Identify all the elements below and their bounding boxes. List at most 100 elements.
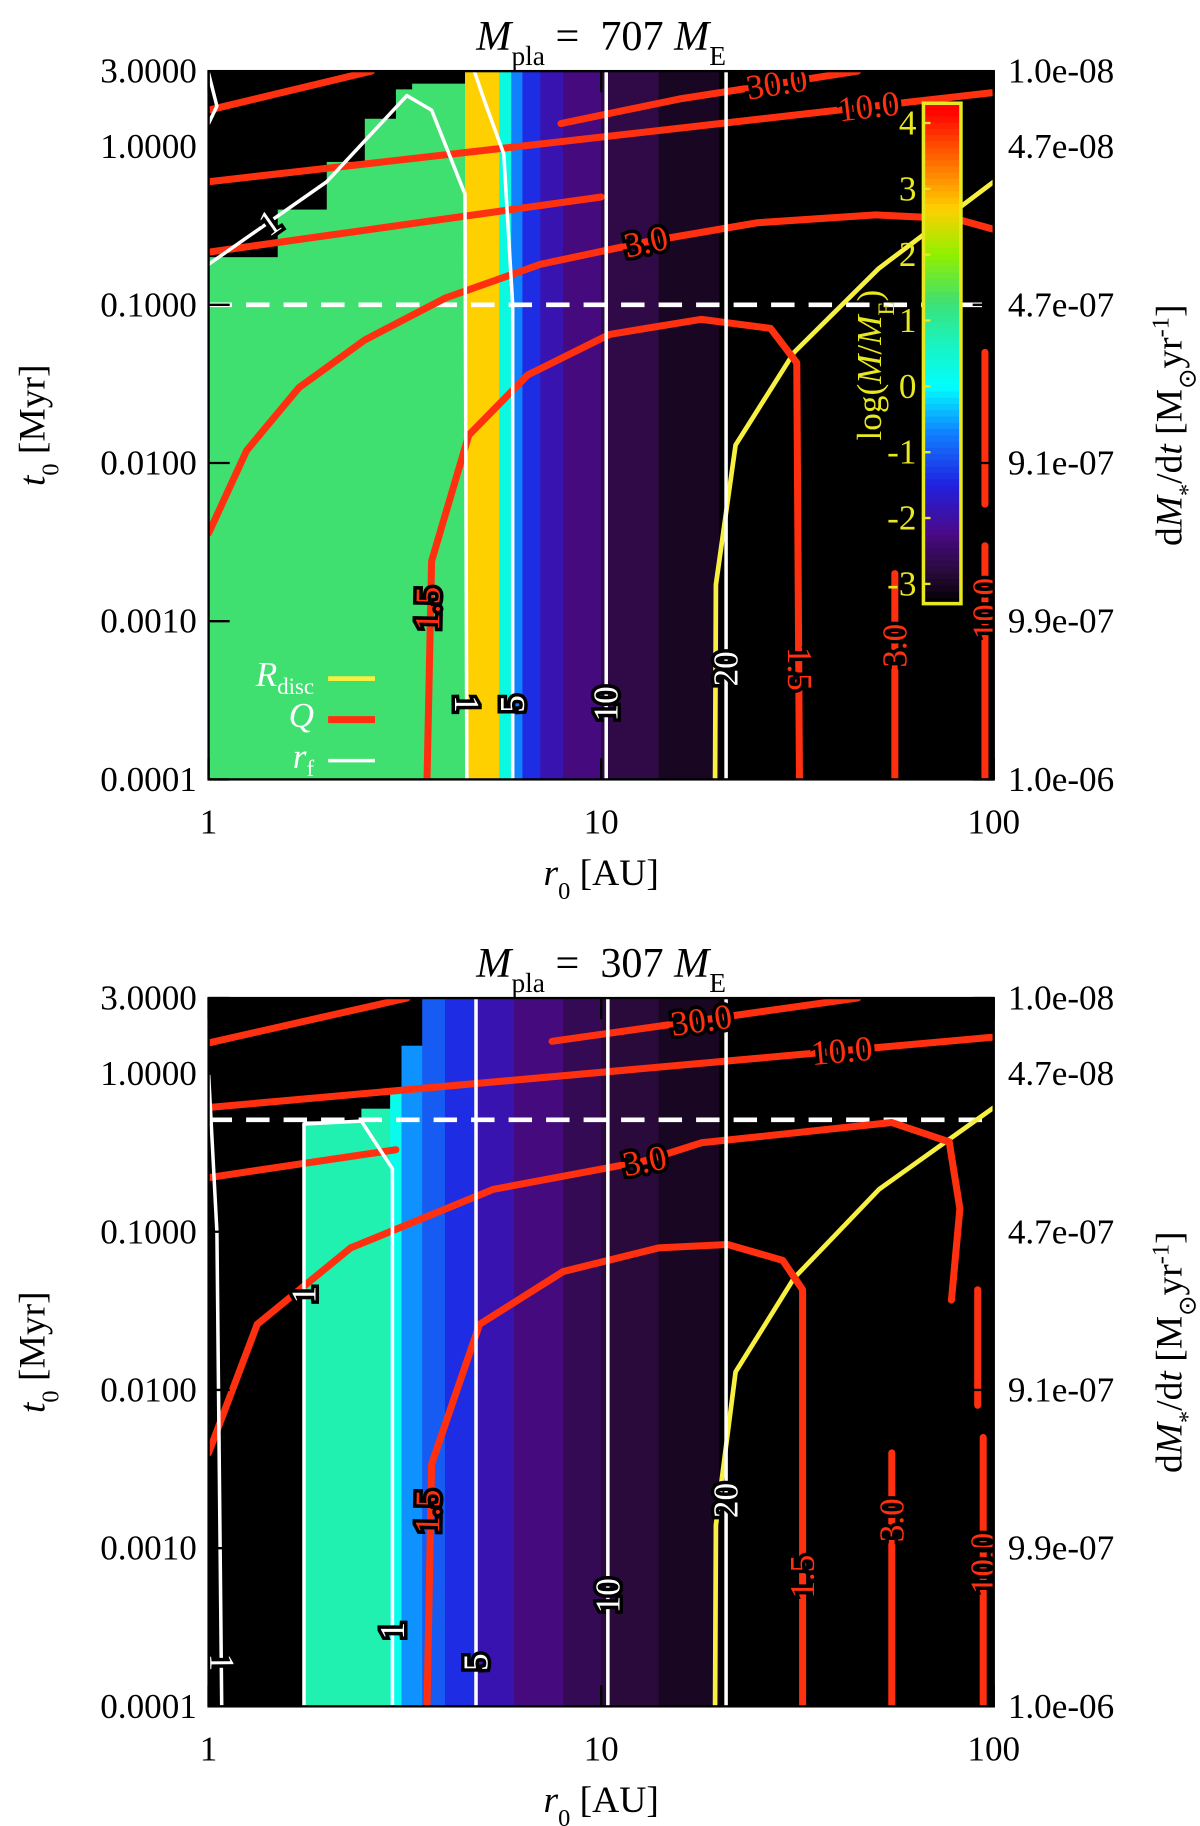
colorbar-slice [923,222,961,229]
contour-line [423,315,803,780]
y2-axis-label-part: * [1174,484,1200,496]
colorbar-label: log(M/ME) [850,290,899,441]
chart-title-part: M [475,940,514,987]
heat-cell [522,71,542,780]
colorbar-slice [923,522,961,530]
y2-tick-label: 4.7e-08 [1008,1054,1114,1093]
colorbar-slice [923,403,961,411]
colorbar-slice [923,572,961,580]
colorbar-tick-label: 2 [899,235,917,274]
y2-axis-label-part: -1 [1147,1244,1174,1264]
chart-title-part: pla [511,968,544,998]
heat-cell [208,998,305,1707]
y-tick-label: 0.0010 [100,602,197,641]
contour-label: 1.5 [408,1489,448,1534]
y-axis-label-part: t [13,474,54,486]
colorbar-slice [923,553,961,561]
colorbar-slice [923,228,961,236]
colorbar-label-part: ) [850,290,889,302]
contour-label: 10 [587,686,626,721]
y2-axis-label-part: M [1149,494,1190,528]
colorbar-slice [923,453,961,461]
contour-label: 3.0 [875,624,914,668]
heat-cell [412,83,466,780]
y-tick-label: 0.0001 [100,1687,197,1726]
heat-cell [658,71,721,780]
x-tick-label: 1 [200,1729,218,1768]
colorbar-slice [923,566,961,573]
colorbar-tick-label: -2 [887,499,916,538]
colorbar-slice [923,440,961,448]
colorbar-slice [923,103,961,111]
colorbar-slice [923,359,961,367]
colorbar-slice [923,184,961,192]
colorbar-slice [923,109,961,117]
colorbar-slice [923,165,961,173]
contour-label: 20 [707,1483,746,1518]
colorbar-slice [923,353,961,361]
colorbar-slice [923,372,961,380]
contour-label: 1.5 [408,586,448,631]
chart-title-part: E [709,968,726,998]
legend-label-part: r [293,736,307,775]
colorbar-slice [923,172,961,179]
plot-area: 30.0 10.0 3.0 3.0 10.0 1.5 1.5 1 1 1 5 10 20 [208,997,994,1707]
colorbar-label-part: / [850,345,889,355]
y2-axis-label-part: -1 [1147,317,1174,337]
x-axis-label-part: [AU] [570,853,659,894]
colorbar-slice [923,159,961,167]
heat-cell [658,998,721,1707]
heat-cell [476,998,515,1707]
colorbar-slice [923,578,961,586]
colorbar-slice [923,484,961,492]
chart-title-part: = 707 [545,13,674,60]
colorbar-slice [923,415,961,423]
y-axis-label-part: [Myr] [13,364,54,463]
colorbar-slice [923,272,961,279]
legend-label-part: R [255,654,277,693]
colorbar-slice [923,541,961,548]
colorbar-slice [923,128,961,136]
colorbar-slice [923,334,961,342]
colorbar-tick-label: 3 [899,169,917,208]
colorbar-label-part: M [850,353,889,385]
y-tick-label: 3.0000 [100,52,197,91]
y2-tick-label: 9.9e-07 [1008,602,1114,641]
colorbar-frame [921,101,963,606]
y-axis-label-part: t [13,1401,54,1413]
contour-label: 10.0 [836,84,902,130]
y2-axis-label-part: M [1149,1421,1190,1455]
colorbar-slice [923,447,961,455]
colorbar-slice [923,265,961,273]
heat-cell [395,89,413,780]
y2-axis-label-part: /d [1149,454,1190,483]
contour-line [423,1241,807,1707]
contour-line [208,1033,994,1112]
colorbar-slice [923,340,961,348]
contour-label: 10.0 [966,578,1005,640]
legend-label-part: Q [289,695,314,734]
y2-tick-label: 9.1e-07 [1008,444,1114,483]
y2-axis-label-part: ] [1149,1231,1190,1244]
colorbar-slice [923,384,961,392]
heat-cell [326,161,366,780]
colorbar-slice [923,547,961,555]
colorbar-slice [923,597,961,605]
contour-label: 30.0 [668,997,734,1044]
y2-axis-label-part: yr [1149,1264,1190,1296]
chart-title-part: M [673,13,712,60]
contour-label: 10 [588,1578,627,1613]
contour-line [472,71,515,780]
colorbar-slice [923,309,961,317]
contour-label: 1.5 [783,1555,822,1599]
legend-label: rf [293,736,315,781]
y-axis-label: t0 [Myr] [13,1291,64,1413]
y2-tick-label: 1.0e-06 [1008,1687,1114,1726]
colorbar-slice [923,503,961,511]
y2-axis-label-part: ⊙ [1174,1296,1200,1316]
y-tick-label: 0.0100 [100,444,197,483]
y2-axis-label-part: [M [1149,1316,1190,1371]
y2-tick-label: 4.7e-07 [1008,1212,1114,1251]
